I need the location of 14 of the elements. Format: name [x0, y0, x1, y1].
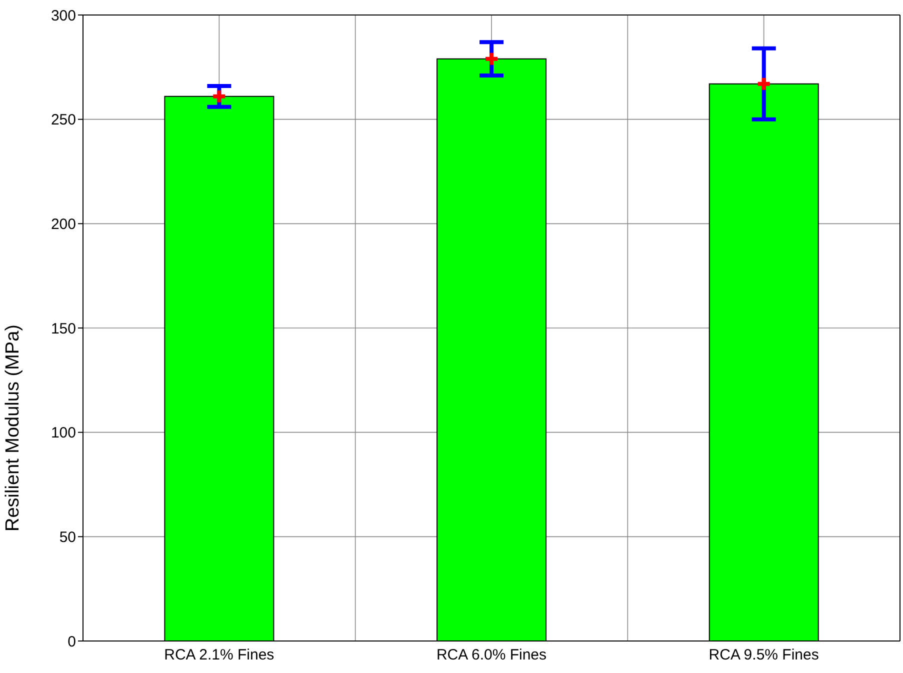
y-tick-label: 50	[59, 528, 76, 546]
x-tick-label: RCA 6.0% Fines	[436, 646, 547, 664]
x-tick-label: RCA 9.5% Fines	[708, 646, 819, 664]
x-tick-label: RCA 2.1% Fines	[164, 646, 274, 664]
y-axis-title: Resilient Modulus (MPa)	[2, 324, 24, 532]
point	[211, 88, 228, 104]
point	[484, 50, 500, 67]
y-tick-label: 200	[50, 216, 76, 233]
y-tick-label: 250	[50, 112, 76, 129]
y-tick-label: 300	[50, 7, 76, 24]
y-tick-label: 0	[68, 633, 76, 650]
y-tick-label: 150	[50, 320, 76, 338]
y-tick-label: 100	[50, 424, 76, 442]
point	[756, 76, 772, 92]
